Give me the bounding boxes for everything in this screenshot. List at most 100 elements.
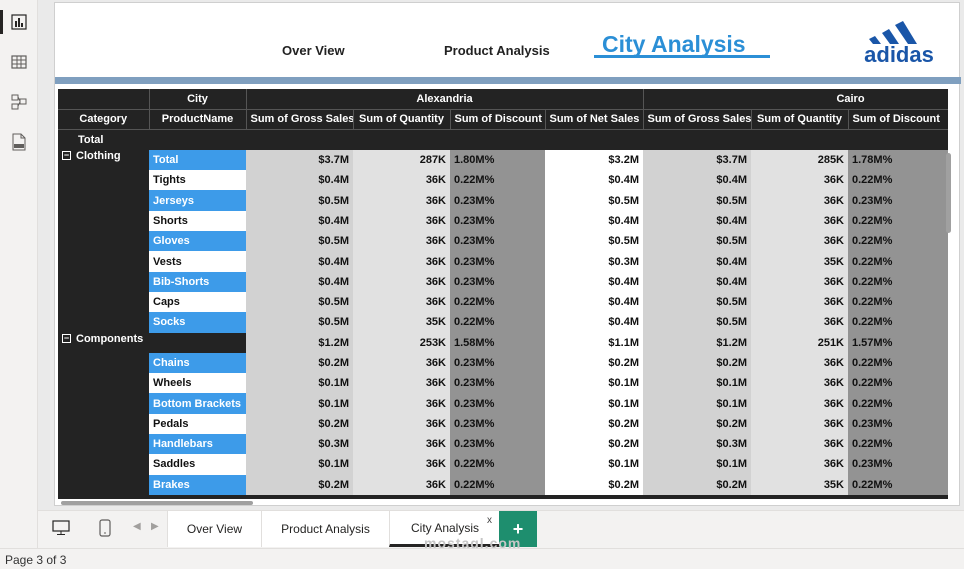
product-name-cell[interactable]: Caps — [149, 291, 246, 313]
product-name-cell[interactable]: Jerseys — [149, 190, 246, 211]
nav-product-analysis[interactable]: Product Analysis — [444, 43, 550, 58]
cairo-gross-sales-cell: $0.4M — [643, 210, 751, 232]
cairo-gross-sales-cell: $0.4M — [643, 271, 751, 292]
page-tab[interactable]: Over View — [167, 511, 261, 547]
scroll-tabs-right-icon[interactable]: ▶ — [151, 521, 159, 532]
header-discount[interactable]: Sum of Discount — [848, 109, 948, 131]
cairo-gross-sales-cell: $0.1M — [643, 393, 751, 414]
cairo-quantity-cell: 35K — [751, 474, 848, 495]
cairo-quantity-cell: 285K — [751, 149, 848, 171]
header-net-sales[interactable]: Sum of Net Sales — [545, 109, 644, 131]
product-name-cell[interactable]: Vests — [149, 251, 246, 272]
cairo-quantity-cell: 36K — [751, 454, 848, 475]
collapse-icon[interactable]: − — [62, 333, 71, 344]
header-category[interactable]: Category — [58, 109, 150, 131]
alexandria-quantity-cell: 36K — [353, 454, 450, 475]
page-tab[interactable]: Product Analysis — [261, 511, 389, 547]
cairo-quantity-cell: 36K — [751, 210, 848, 232]
alexandria-discount-cell: 1.80M% — [450, 149, 545, 171]
category-cell-empty — [58, 474, 149, 495]
desktop-layout-icon[interactable] — [50, 517, 72, 539]
cairo-gross-sales-cell: $0.2M — [643, 413, 751, 435]
alexandria-quantity-cell: 36K — [353, 474, 450, 495]
table-row: Saddles $0.1M 36K 0.22M% $0.1M $0.1M 36K 0.23M% — [58, 454, 948, 475]
report-view-icon[interactable] — [9, 12, 29, 32]
alexandria-quantity-cell: 36K — [353, 373, 450, 394]
cairo-quantity-cell: 36K — [751, 190, 848, 211]
header-gross-sales[interactable]: Sum of Gross Sales — [246, 109, 354, 131]
alexandria-net-sales-cell: $0.1M — [545, 393, 643, 414]
alexandria-net-sales-cell: $0.4M — [545, 170, 643, 191]
product-name-cell[interactable]: Total — [149, 149, 246, 171]
alexandria-net-sales-cell: $0.3M — [545, 251, 643, 272]
product-name-cell[interactable]: Gloves — [149, 231, 246, 252]
alexandria-gross-sales-cell: $3.7M — [246, 149, 353, 171]
product-name-cell[interactable]: Handlebars — [149, 434, 246, 455]
product-name-cell[interactable]: Chains — [149, 352, 246, 374]
header-blank — [58, 89, 150, 110]
alexandria-gross-sales-cell: $0.5M — [246, 291, 353, 313]
alexandria-quantity-cell: 36K — [353, 190, 450, 211]
product-name-cell[interactable]: Pedals — [149, 413, 246, 435]
cairo-quantity-cell: 36K — [751, 352, 848, 374]
product-name-cell[interactable] — [149, 332, 246, 353]
header-city-cairo[interactable]: Cairo — [643, 89, 948, 110]
cairo-gross-sales-cell: $0.1M — [643, 454, 751, 475]
add-page-button[interactable]: + — [499, 511, 537, 547]
cairo-discount-cell: 0.23M% — [848, 454, 948, 475]
product-name-cell[interactable]: Brakes — [149, 474, 246, 495]
alexandria-gross-sales-cell: $0.4M — [246, 271, 353, 292]
header-quantity[interactable]: Sum of Quantity — [751, 109, 849, 131]
header-city-alexandria[interactable]: Alexandria — [246, 89, 644, 110]
table-row: Pedals $0.2M 36K 0.23M% $0.2M $0.2M 36K 0.23M% — [58, 413, 948, 435]
horizontal-scrollbar[interactable] — [61, 501, 253, 505]
table-row: Shorts $0.4M 36K 0.23M% $0.4M $0.4M 36K 0.22M% — [58, 210, 948, 232]
product-name-cell[interactable]: Socks — [149, 312, 246, 333]
product-name-cell[interactable]: Tights — [149, 170, 246, 191]
category-cell[interactable]: − Components — [58, 332, 149, 353]
alexandria-gross-sales-cell: $0.3M — [246, 434, 353, 455]
grand-total-row: Total — [58, 129, 948, 150]
header-gross-sales[interactable]: Sum of Gross Sales — [643, 109, 752, 131]
product-name-cell[interactable]: Bottom Brackets — [149, 393, 246, 414]
header-product-name[interactable]: ProductName — [149, 109, 247, 131]
product-name-cell[interactable]: Saddles — [149, 454, 246, 475]
cairo-discount-cell: 1.57M% — [848, 332, 948, 353]
nav-city-analysis[interactable]: City Analysis — [602, 31, 746, 57]
product-name-cell[interactable]: Wheels — [149, 373, 246, 394]
vertical-scrollbar[interactable] — [946, 153, 951, 233]
collapse-icon[interactable]: − — [62, 150, 71, 161]
dax-query-view-icon[interactable] — [9, 132, 29, 152]
product-name-cell[interactable]: Shorts — [149, 210, 246, 232]
cairo-gross-sales-cell: $1.2M — [643, 332, 751, 353]
cairo-gross-sales-cell: $0.5M — [643, 231, 751, 252]
model-view-icon[interactable] — [9, 92, 29, 112]
alexandria-gross-sales-cell: $1.2M — [246, 332, 353, 353]
scroll-tabs-left-icon[interactable]: ◀ — [133, 521, 141, 532]
alexandria-net-sales-cell: $3.2M — [545, 149, 643, 171]
category-cell[interactable]: − Clothing — [58, 149, 149, 171]
logo-text: adidas — [864, 42, 934, 67]
report-page: Over View Product Analysis City Analysis… — [54, 2, 961, 506]
cairo-discount-cell: 0.23M% — [848, 190, 948, 211]
alexandria-gross-sales-cell: $0.1M — [246, 393, 353, 414]
cairo-discount-cell: 0.22M% — [848, 271, 948, 292]
page-tab[interactable]: City Analysis — [389, 511, 500, 547]
header-quantity[interactable]: Sum of Quantity — [353, 109, 451, 131]
cairo-discount-cell: 0.22M% — [848, 373, 948, 394]
alexandria-discount-cell: 0.23M% — [450, 190, 545, 211]
alexandria-quantity-cell: 36K — [353, 291, 450, 313]
city-matrix[interactable]: City Alexandria Cairo Category ProductNa… — [58, 89, 948, 499]
nav-over-view[interactable]: Over View — [282, 43, 345, 58]
cairo-quantity-cell: 36K — [751, 373, 848, 394]
product-name-cell[interactable]: Bib-Shorts — [149, 271, 246, 292]
table-view-icon[interactable] — [9, 52, 29, 72]
alexandria-net-sales-cell: $0.2M — [545, 352, 643, 374]
cairo-discount-cell: 0.23M% — [848, 413, 948, 435]
table-row: − Components $1.2M 253K 1.58M% $1.1M $1.2M 251K… — [58, 332, 948, 353]
alexandria-discount-cell: 0.23M% — [450, 352, 545, 374]
close-tab-icon[interactable]: x — [487, 515, 492, 526]
alexandria-gross-sales-cell: $0.4M — [246, 210, 353, 232]
header-discount[interactable]: Sum of Discount — [450, 109, 546, 131]
mobile-layout-icon[interactable] — [94, 517, 116, 539]
